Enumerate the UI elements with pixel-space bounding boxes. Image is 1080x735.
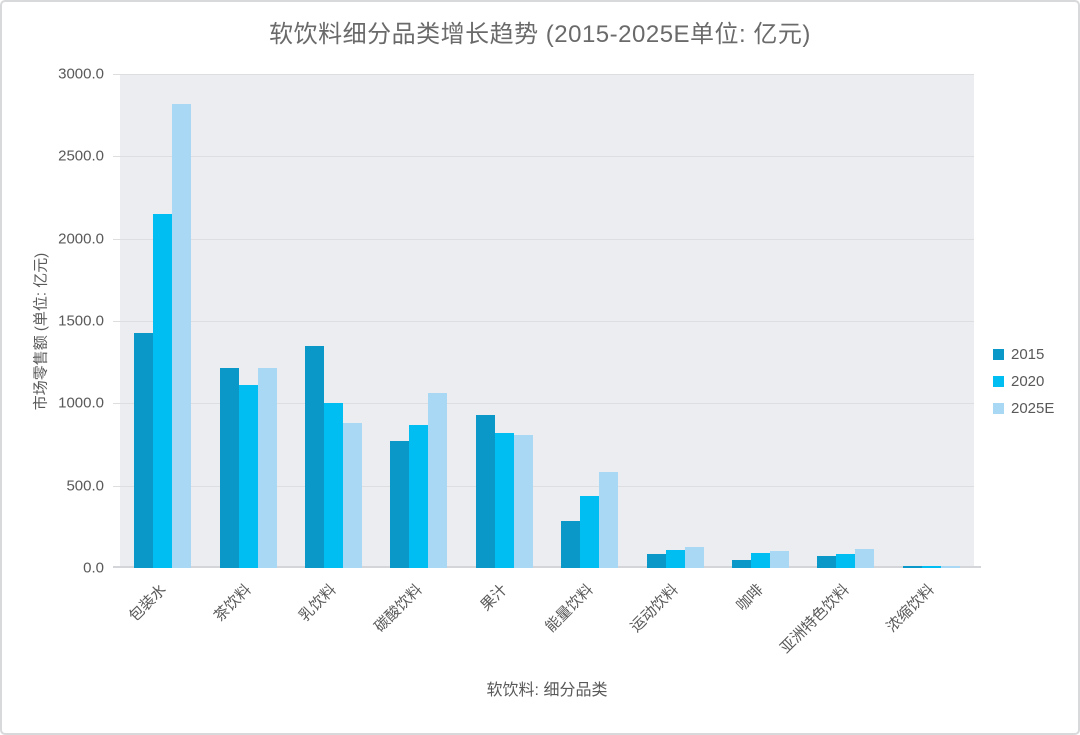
plot-area xyxy=(113,74,981,568)
y-tick-label: 0.0 xyxy=(83,559,104,577)
legend-item: 2025E xyxy=(993,400,1054,417)
chart-title: 软饮料细分品类增长趋势 (2015-2025E单位: 亿元) xyxy=(269,21,811,48)
y-axis-title: 市场零售额 (单位: 亿元) xyxy=(32,252,50,411)
bar xyxy=(751,553,771,568)
bar xyxy=(684,547,704,568)
bar xyxy=(580,496,600,568)
x-tick-label: 亚洲特色饮料 xyxy=(776,581,853,657)
x-tick-label: 运动饮料 xyxy=(627,581,682,636)
y-tick-label: 1500.0 xyxy=(58,312,104,330)
y-tick-label: 3000.0 xyxy=(58,65,104,83)
x-tick-label: 果汁 xyxy=(477,581,512,615)
bar xyxy=(475,415,495,568)
x-tick-label: 包装水 xyxy=(125,581,170,626)
gridline xyxy=(113,486,974,487)
x-tick-label: 茶饮料 xyxy=(210,581,255,626)
bar xyxy=(324,403,344,568)
x-tick-label: 咖啡 xyxy=(733,581,768,615)
x-tick-label: 乳饮料 xyxy=(296,581,341,626)
legend-label: 2020 xyxy=(1011,373,1045,390)
bar xyxy=(390,441,410,568)
bar-group xyxy=(120,74,205,568)
bar xyxy=(921,566,941,568)
bar xyxy=(134,333,154,568)
bar-group xyxy=(889,74,974,568)
legend-swatch-icon xyxy=(993,349,1004,360)
bar xyxy=(409,425,429,568)
gridline xyxy=(113,403,974,404)
bar xyxy=(855,549,875,568)
bar xyxy=(428,393,448,568)
bar-group xyxy=(205,74,290,568)
bar xyxy=(561,521,581,568)
bar xyxy=(343,423,363,568)
gridline xyxy=(113,74,974,75)
bar xyxy=(153,214,173,568)
bar xyxy=(219,368,239,568)
x-tick-label: 碳酸饮料 xyxy=(371,581,426,636)
gridline xyxy=(113,321,974,322)
bar-groups xyxy=(120,74,974,568)
bar xyxy=(513,435,533,568)
bar xyxy=(940,566,960,568)
x-axis-tick-labels: 包装水 茶饮料 乳饮料 碳酸饮料 果汁 能量饮料 运动饮料 咖啡 亚洲特色饮料 浓缩饮料 xyxy=(120,576,974,668)
bar xyxy=(732,560,752,568)
bar xyxy=(665,550,685,568)
bar-group xyxy=(718,74,803,568)
y-tick-label: 1000.0 xyxy=(58,394,104,412)
bar-group xyxy=(462,74,547,568)
bar xyxy=(238,385,258,568)
legend-item: 2015 xyxy=(993,346,1054,363)
bar-group xyxy=(547,74,632,568)
y-tick-label: 2500.0 xyxy=(58,147,104,165)
x-axis-title: 软饮料: 细分品类 xyxy=(486,682,608,699)
gridline xyxy=(113,566,981,568)
bar-group xyxy=(803,74,888,568)
bar-group xyxy=(376,74,461,568)
legend-item: 2020 xyxy=(993,373,1054,390)
legend-swatch-icon xyxy=(993,403,1004,414)
bar xyxy=(494,433,514,568)
x-tick-label: 浓缩饮料 xyxy=(883,581,939,636)
legend-label: 2015 xyxy=(1011,346,1045,363)
x-tick-label: 能量饮料 xyxy=(541,581,597,636)
bar xyxy=(902,566,922,568)
bar-group xyxy=(632,74,717,568)
y-tick-label: 500.0 xyxy=(66,477,104,495)
gridline xyxy=(113,156,974,157)
legend-label: 2025E xyxy=(1011,400,1055,417)
bar xyxy=(599,472,619,568)
y-axis-tick-labels: 0.0 500.0 1000.0 1500.0 2000.0 2500.0 3000.0 xyxy=(2,66,110,577)
bar-group xyxy=(291,74,376,568)
bar xyxy=(770,551,790,568)
bar xyxy=(817,556,837,568)
y-tick-label: 2000.0 xyxy=(58,230,104,248)
bar xyxy=(836,554,856,568)
bar xyxy=(305,346,325,568)
legend-swatch-icon xyxy=(993,376,1004,387)
bar xyxy=(646,554,666,568)
legend: 2015 2020 2025E xyxy=(993,346,1054,417)
bar xyxy=(172,104,192,568)
gridline xyxy=(113,239,974,240)
bar xyxy=(257,368,277,568)
